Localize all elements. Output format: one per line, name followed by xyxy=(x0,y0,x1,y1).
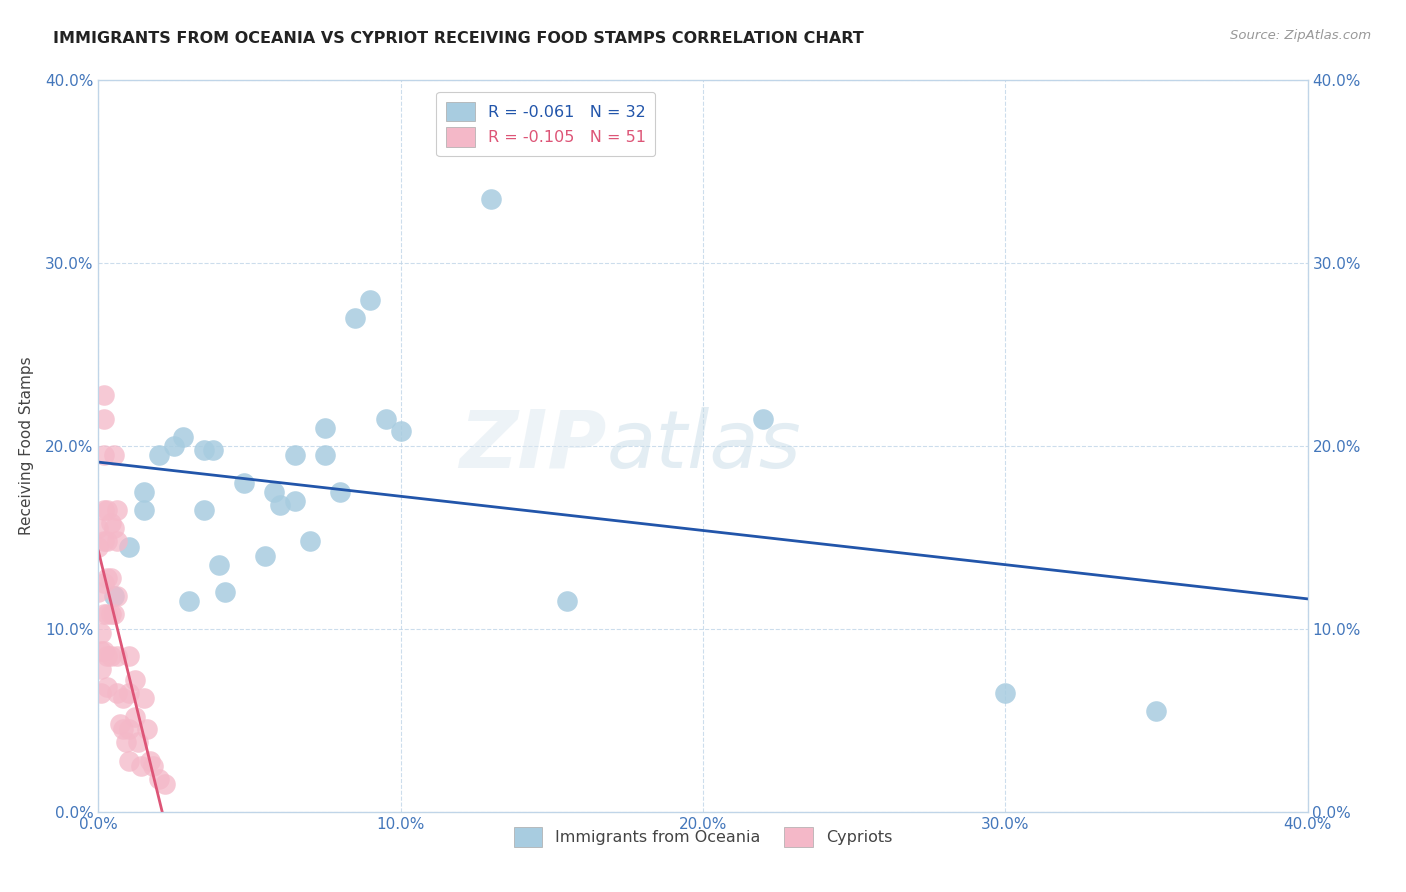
Point xyxy=(284,494,307,508)
Point xyxy=(284,448,307,462)
Point xyxy=(132,503,155,517)
Point xyxy=(93,388,115,402)
Point xyxy=(208,558,231,572)
Text: ZIP: ZIP xyxy=(458,407,606,485)
Point xyxy=(118,649,141,664)
Point xyxy=(124,709,146,723)
Point xyxy=(93,576,115,591)
Point xyxy=(193,503,215,517)
Point xyxy=(96,649,118,664)
Point xyxy=(314,448,336,462)
Point xyxy=(269,498,291,512)
Point xyxy=(93,607,115,622)
Point xyxy=(96,571,118,585)
Point xyxy=(153,777,176,791)
Point xyxy=(100,516,122,530)
Point xyxy=(752,411,775,425)
Point xyxy=(555,594,578,608)
Y-axis label: Receiving Food Stamps: Receiving Food Stamps xyxy=(18,357,34,535)
Point xyxy=(93,534,115,549)
Point xyxy=(374,411,396,425)
Point xyxy=(314,421,336,435)
Point xyxy=(105,534,128,549)
Point xyxy=(127,735,149,749)
Point xyxy=(202,442,225,457)
Point xyxy=(118,540,141,554)
Point xyxy=(163,439,186,453)
Point xyxy=(103,589,125,603)
Point xyxy=(96,534,118,549)
Point xyxy=(129,759,152,773)
Point xyxy=(481,192,503,206)
Point xyxy=(135,723,157,737)
Point xyxy=(105,649,128,664)
Point xyxy=(118,754,141,768)
Text: Source: ZipAtlas.com: Source: ZipAtlas.com xyxy=(1230,29,1371,42)
Point xyxy=(142,759,165,773)
Point xyxy=(93,503,115,517)
Point xyxy=(87,540,110,554)
Point xyxy=(179,594,201,608)
Point xyxy=(299,534,322,549)
Point xyxy=(90,644,112,658)
Point xyxy=(118,686,141,700)
Point xyxy=(329,484,352,499)
Text: atlas: atlas xyxy=(606,407,801,485)
Point xyxy=(103,448,125,462)
Point xyxy=(132,691,155,706)
Legend: Immigrants from Oceania, Cypriots: Immigrants from Oceania, Cypriots xyxy=(503,818,903,856)
Point xyxy=(214,585,236,599)
Point xyxy=(994,686,1017,700)
Point xyxy=(108,717,131,731)
Point xyxy=(193,442,215,457)
Point xyxy=(105,503,128,517)
Point xyxy=(263,484,285,499)
Point xyxy=(100,649,122,664)
Point xyxy=(132,484,155,499)
Point xyxy=(344,310,367,325)
Point xyxy=(103,607,125,622)
Point xyxy=(90,686,112,700)
Point xyxy=(360,293,382,307)
Point xyxy=(148,448,170,462)
Point xyxy=(253,549,276,563)
Point xyxy=(93,644,115,658)
Point xyxy=(139,754,162,768)
Point xyxy=(105,589,128,603)
Point xyxy=(118,723,141,737)
Point xyxy=(100,607,122,622)
Point xyxy=(114,735,136,749)
Point xyxy=(389,425,412,439)
Point xyxy=(232,475,254,490)
Point xyxy=(96,607,118,622)
Point xyxy=(90,662,112,676)
Point xyxy=(1144,704,1167,718)
Point xyxy=(124,673,146,687)
Point xyxy=(111,691,134,706)
Point xyxy=(87,521,110,535)
Point xyxy=(105,686,128,700)
Point xyxy=(172,430,194,444)
Point xyxy=(100,571,122,585)
Point xyxy=(111,723,134,737)
Point xyxy=(96,503,118,517)
Text: IMMIGRANTS FROM OCEANIA VS CYPRIOT RECEIVING FOOD STAMPS CORRELATION CHART: IMMIGRANTS FROM OCEANIA VS CYPRIOT RECEI… xyxy=(53,31,865,46)
Point xyxy=(90,625,112,640)
Point xyxy=(93,411,115,425)
Point xyxy=(87,585,110,599)
Point xyxy=(93,448,115,462)
Point xyxy=(148,772,170,786)
Point xyxy=(103,521,125,535)
Point xyxy=(96,681,118,695)
